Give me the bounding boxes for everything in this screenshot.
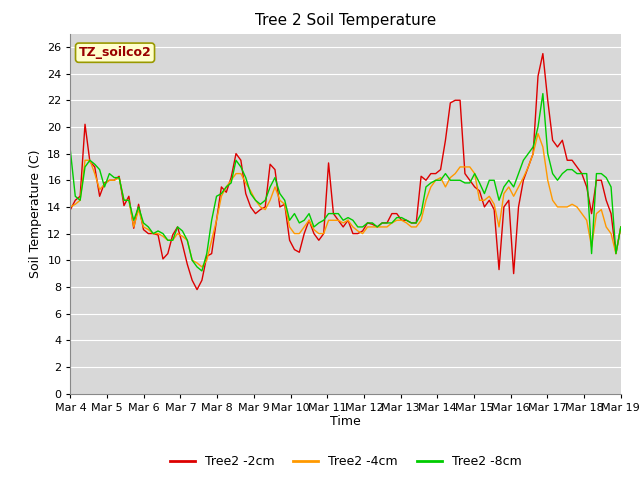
Tree2 -8cm [539,91,547,96]
Tree2 -8cm [427,180,435,186]
Tree2 -2cm [223,190,230,195]
Text: TZ_soilco2: TZ_soilco2 [79,46,152,59]
Tree2 -2cm [617,224,625,230]
Tree2 -2cm [227,175,235,180]
Tree2 -8cm [67,148,74,154]
Tree2 -2cm [130,226,138,231]
X-axis label: Time: Time [330,415,361,429]
Tree2 -8cm [285,217,293,223]
Tree2 -4cm [223,184,230,190]
Tree2 -2cm [193,287,201,292]
Tree2 -4cm [67,204,74,210]
Line: Tree2 -8cm: Tree2 -8cm [70,94,621,271]
Title: Tree 2 Soil Temperature: Tree 2 Soil Temperature [255,13,436,28]
Tree2 -8cm [617,224,625,230]
Tree2 -4cm [534,131,542,136]
Line: Tree2 -4cm: Tree2 -4cm [70,133,621,267]
Tree2 -4cm [198,264,205,270]
Tree2 -2cm [539,51,547,57]
Tree2 -8cm [198,268,205,274]
Line: Tree2 -2cm: Tree2 -2cm [70,54,621,289]
Tree2 -2cm [285,238,293,243]
Tree2 -2cm [490,207,498,213]
Tree2 -4cm [490,202,498,207]
Tree2 -8cm [490,178,498,183]
Tree2 -8cm [130,217,138,223]
Tree2 -4cm [130,224,138,230]
Tree2 -8cm [227,180,235,186]
Tree2 -8cm [223,184,230,190]
Tree2 -4cm [617,224,625,230]
Tree2 -4cm [285,224,293,230]
Legend: Tree2 -2cm, Tree2 -4cm, Tree2 -8cm: Tree2 -2cm, Tree2 -4cm, Tree2 -8cm [165,450,526,473]
Tree2 -2cm [67,207,74,213]
Tree2 -2cm [427,171,435,177]
Tree2 -4cm [227,178,235,183]
Tree2 -4cm [427,184,435,190]
Y-axis label: Soil Temperature (C): Soil Temperature (C) [29,149,42,278]
